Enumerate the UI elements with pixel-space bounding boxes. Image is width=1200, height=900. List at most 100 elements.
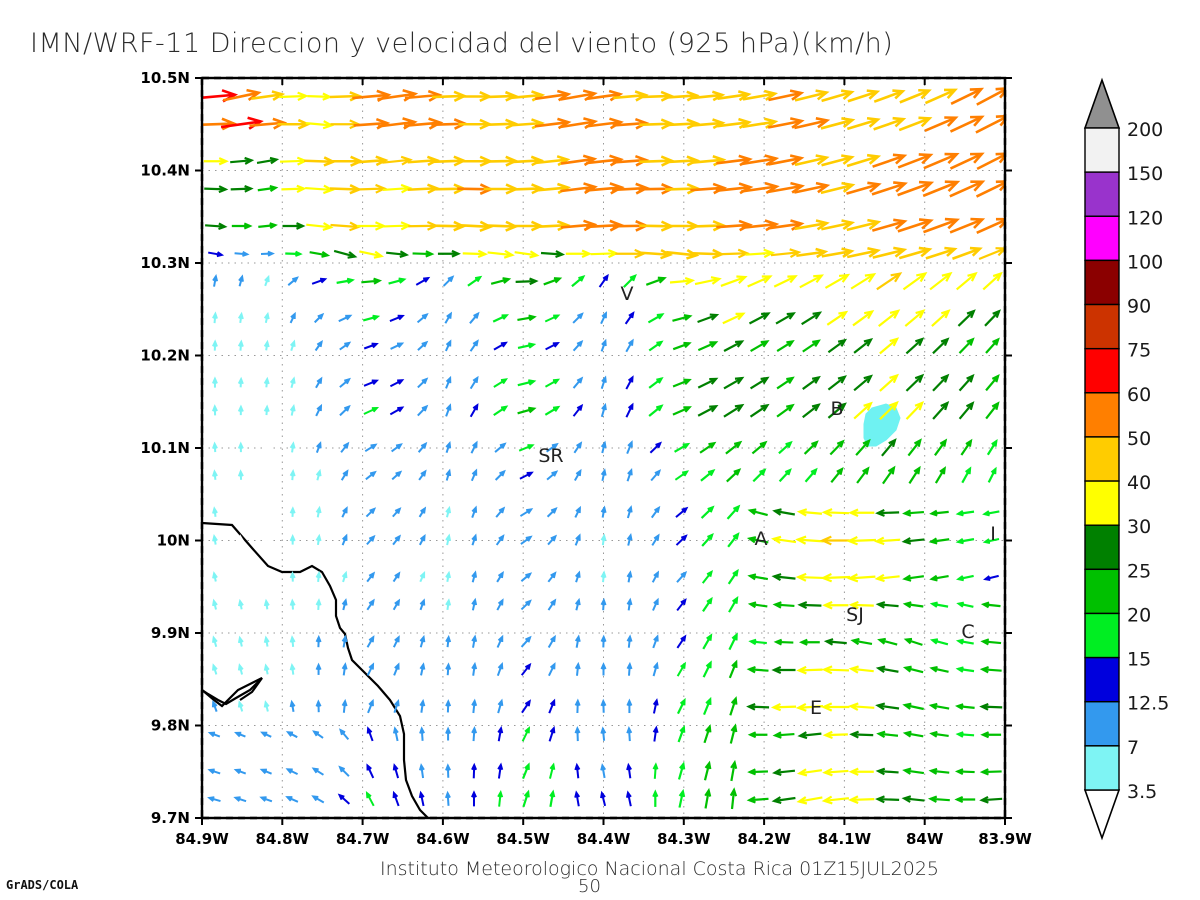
wind-arrow (471, 661, 478, 676)
wind-arrow (778, 468, 792, 483)
wind-arrow (652, 698, 659, 714)
wind-arrow (600, 597, 607, 611)
wind-arrow (728, 632, 738, 651)
map-label-v: V (621, 283, 634, 305)
wind-arrow (878, 309, 901, 327)
wind-arrow (882, 465, 896, 485)
wind-arrow (412, 250, 435, 258)
map-label-c: C (961, 621, 974, 643)
colorbar-band[interactable] (1084, 480, 1120, 526)
wind-arrow (263, 635, 270, 647)
wind-arrow (676, 697, 686, 715)
colorbar-band[interactable] (1084, 568, 1120, 615)
wind-arrow (600, 763, 607, 779)
colorbar-band[interactable] (1084, 303, 1120, 350)
wind-arrow (976, 152, 1005, 171)
wind-arrow (771, 796, 796, 805)
wind-arrow (546, 507, 558, 518)
wind-arrow (207, 796, 221, 803)
colorbar-band[interactable] (1084, 215, 1120, 262)
colorbar-band[interactable] (1084, 127, 1120, 173)
wind-arrow (338, 765, 350, 777)
wind-arrow (363, 379, 379, 387)
wind-arrow (469, 375, 479, 390)
wind-arrow (846, 116, 881, 131)
wind-arrow (746, 666, 769, 674)
wind-arrow (341, 506, 348, 518)
wind-arrow (487, 249, 515, 259)
wind-arrow (772, 601, 795, 609)
wind-arrow (263, 339, 270, 351)
wind-arrow (417, 340, 429, 351)
colorbar-band[interactable] (1084, 436, 1120, 482)
colorbar-band[interactable] (1084, 259, 1120, 306)
wind-arrow (256, 156, 280, 165)
wind-arrow (703, 696, 712, 716)
wind-arrow (315, 376, 323, 389)
colorbar-band[interactable] (1084, 347, 1120, 394)
wind-arrow (958, 401, 975, 420)
wind-arrow (652, 597, 659, 611)
x-tick-label: 84W (906, 830, 944, 848)
wind-arrow (746, 703, 770, 711)
chart-title: IMN/WRF-11 Direccion y velocidad del vie… (30, 28, 894, 59)
wind-arrow (572, 376, 584, 389)
wind-arrow (794, 219, 830, 231)
wind-arrow (341, 570, 348, 583)
wind-arrow (263, 534, 270, 545)
colorbar-band[interactable] (1084, 701, 1120, 747)
wind-arrow (203, 157, 229, 166)
wind-arrow (626, 505, 633, 519)
colorbar[interactable] (1083, 77, 1121, 841)
wind-arrow (749, 376, 770, 390)
wind-arrow (648, 340, 664, 352)
wind-arrow (924, 88, 958, 105)
colorbar-tick-label: 15 (1127, 649, 1151, 671)
wind-arrow (365, 507, 377, 518)
wind-arrow (572, 403, 584, 417)
wind-arrow (212, 441, 218, 453)
wind-arrow (747, 573, 769, 581)
colorbar-band[interactable] (1084, 524, 1120, 571)
wind-arrow (796, 247, 829, 259)
wind-arrow (471, 533, 478, 546)
wind-arrow (211, 700, 218, 712)
colorbar-band[interactable] (1084, 392, 1120, 438)
wind-arrow (419, 698, 426, 713)
wind-arrow (340, 469, 349, 481)
wind-arrow (365, 791, 375, 807)
wind-arrow (932, 337, 950, 355)
wind-arrow (794, 89, 830, 102)
wind-arrow (902, 601, 924, 609)
wind-arrow (748, 312, 771, 325)
wind-arrow (289, 699, 296, 713)
grads-credit: GrADS/COLA (6, 878, 79, 892)
colorbar-band[interactable] (1084, 171, 1120, 217)
colorbar-band[interactable] (1084, 656, 1120, 703)
wind-arrow (928, 767, 950, 775)
wind-arrow (337, 793, 351, 805)
wind-arrow (978, 247, 1005, 261)
wind-arrow (237, 635, 244, 647)
wind-arrow (212, 339, 218, 351)
wind-arrow (871, 181, 908, 196)
colorbar-band[interactable] (1084, 745, 1120, 791)
wind-arrow (723, 403, 745, 418)
wind-arrow (574, 634, 581, 648)
wind-arrow (543, 277, 563, 286)
wind-arrow (902, 574, 924, 582)
wind-arrow (305, 120, 335, 130)
y-tick-label: 10.2N (140, 347, 190, 365)
wind-arrow (979, 768, 1002, 776)
wind-arrow (212, 469, 218, 480)
wind-arrow (849, 730, 874, 739)
wind-arrow (742, 117, 779, 129)
wind-arrow (355, 155, 389, 167)
wind-arrow (691, 90, 726, 102)
wind-arrow (929, 638, 949, 646)
wind-arrow (207, 768, 221, 775)
colorbar-band[interactable] (1084, 612, 1120, 659)
wind-arrow (665, 90, 700, 102)
x-tick-label: 84.2W (737, 830, 791, 848)
